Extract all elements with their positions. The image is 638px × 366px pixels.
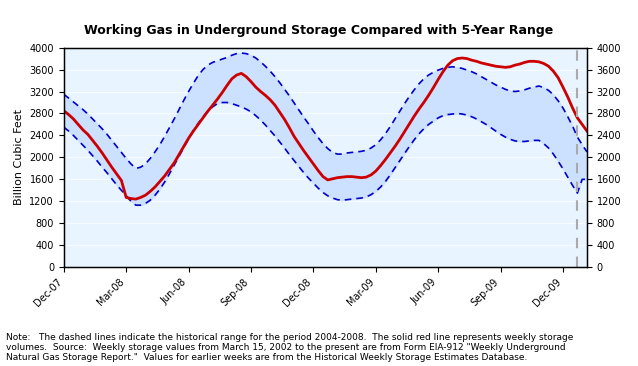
Text: Working Gas in Underground Storage Compared with 5-Year Range: Working Gas in Underground Storage Compa… xyxy=(84,23,554,37)
Text: Note:   The dashed lines indicate the historical range for the period 2004-2008.: Note: The dashed lines indicate the hist… xyxy=(6,333,574,362)
Y-axis label: Billion Cubic Feet: Billion Cubic Feet xyxy=(14,109,24,205)
